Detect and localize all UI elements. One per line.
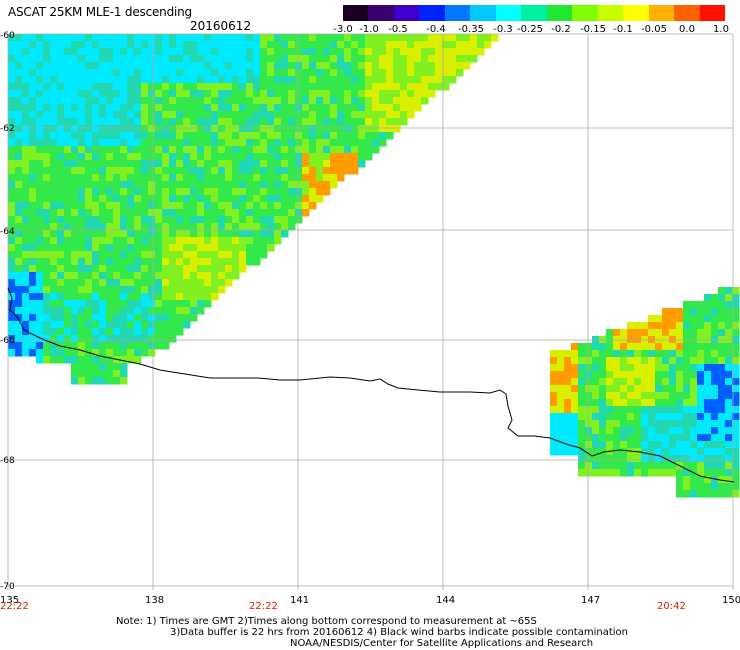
scale-label: 1.0 [713, 24, 729, 35]
color-scale-bar [343, 5, 726, 21]
scale-swatch [546, 5, 573, 21]
scale-swatch [470, 5, 496, 21]
scale-label: -0.25 [517, 24, 543, 35]
antarctic-coastline [7, 287, 735, 483]
product-title: ASCAT 25KM MLE-1 descending [8, 5, 192, 19]
scale-swatch [393, 5, 420, 21]
scale-swatch [648, 5, 675, 21]
footnote-line-1: Note: 1) Times are GMT 2)Times along bot… [116, 616, 537, 627]
swath-west [8, 34, 499, 385]
swath-east [550, 287, 740, 498]
lon-label: 144 [436, 595, 455, 606]
scale-swatch [674, 5, 700, 21]
scale-label: -0.05 [641, 24, 667, 35]
scale-swatch [444, 5, 471, 21]
lat-label: -68 [0, 456, 15, 466]
scale-label: -3.0 [333, 24, 353, 35]
lon-label: 150 [722, 595, 740, 606]
scale-swatch [572, 5, 598, 21]
scale-label: -1.0 [359, 24, 379, 35]
axis-labels: 135 138 141 144 147 150 -60 -62 -64 -66 … [0, 31, 740, 612]
scale-swatch [368, 5, 394, 21]
lon-label: 138 [145, 595, 164, 606]
lon-label: 147 [581, 595, 600, 606]
graticule [7, 33, 734, 590]
lat-label: -60 [0, 31, 15, 41]
lon-label: 135 [0, 595, 19, 606]
lat-label: -62 [0, 124, 15, 134]
scale-swatch [495, 5, 522, 21]
scale-label: 0.0 [679, 24, 695, 35]
product-date: 20160612 [190, 19, 252, 33]
lat-label: -64 [0, 227, 15, 237]
scale-label: -0.2 [551, 24, 571, 35]
scale-swatch [521, 5, 547, 21]
color-scale-labels: -3.0 -1.0 -0.5 -0.4 -0.35 -0.3 -0.25 -0.… [325, 24, 737, 38]
time-label: 22:22 [249, 601, 278, 612]
scale-swatch [623, 5, 649, 21]
footnote-line-2: 3)Data buffer is 22 hrs from 20160612 4)… [170, 627, 628, 638]
scale-label: -0.15 [580, 24, 606, 35]
scale-label: -0.35 [458, 24, 484, 35]
scale-swatch [419, 5, 445, 21]
lat-label: -70 [0, 582, 15, 592]
scale-label: -0.3 [493, 24, 513, 35]
scale-swatch [597, 5, 624, 21]
credit-line: NOAA/NESDIS/Center for Satellite Applica… [290, 638, 594, 649]
time-label: 22:22 [0, 601, 29, 612]
scale-label: -0.1 [613, 24, 633, 35]
time-label: 20:42 [657, 601, 686, 612]
lon-label: 141 [290, 595, 309, 606]
scale-label: -0.4 [426, 24, 446, 35]
scale-label: -0.5 [388, 24, 408, 35]
scale-swatch [699, 5, 726, 21]
lat-label: -66 [0, 336, 15, 346]
scale-swatch [343, 5, 369, 21]
